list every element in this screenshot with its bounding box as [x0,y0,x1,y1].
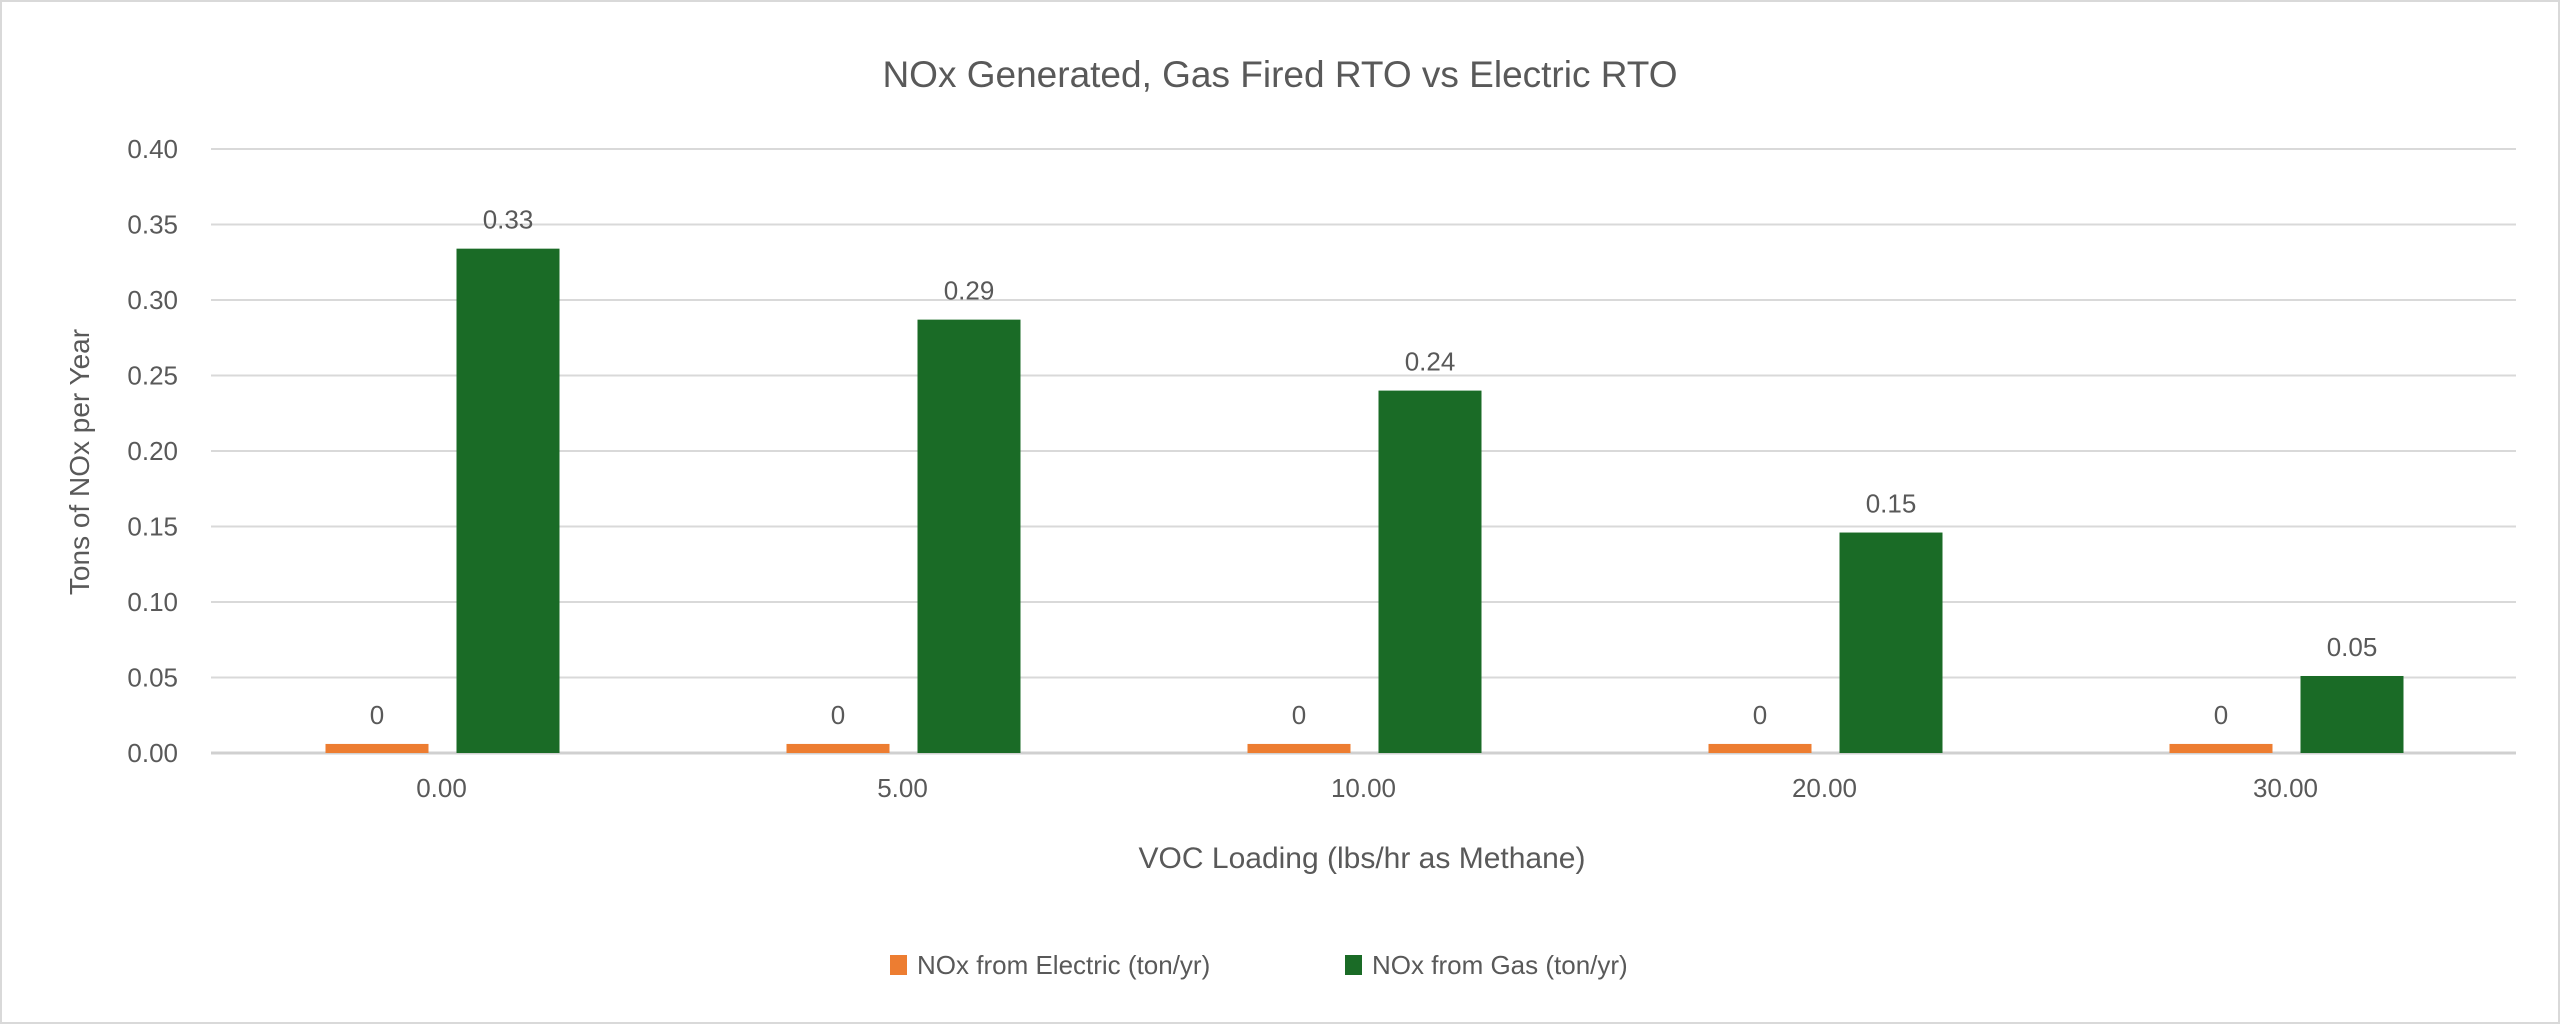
legend-swatch [890,955,907,975]
bar-electric [325,743,429,753]
data-label: 0.24 [1405,347,1456,377]
bar-electric [2169,743,2273,753]
y-tick-label: 0.25 [127,361,178,391]
bar-gas [917,319,1021,753]
legend-label: NOx from Electric (ton/yr) [917,950,1210,980]
y-axis-title: Tons of NOx per Year [64,329,95,595]
bar-electric [786,743,890,753]
bar-gas [2300,675,2404,753]
data-label: 0.33 [483,205,534,235]
bar-gas [1378,390,1482,753]
x-tick-label: 0.00 [416,773,467,803]
data-label: 0.05 [2327,632,2378,662]
bar-gas [1839,532,1943,753]
legend-swatch [1345,955,1362,975]
legend-label: NOx from Gas (ton/yr) [1372,950,1628,980]
bar-electric [1708,743,1812,753]
y-tick-label: 0.15 [127,512,178,542]
data-label: 0 [831,700,845,730]
x-tick-label: 5.00 [877,773,928,803]
y-tick-label: 0.05 [127,663,178,693]
x-axis-title: VOC Loading (lbs/hr as Methane) [1139,842,1586,875]
bar-gas [456,248,560,753]
data-label: 0 [370,700,384,730]
y-tick-label: 0.30 [127,285,178,315]
data-label: 0 [1292,700,1306,730]
y-tick-label: 0.40 [127,134,178,164]
y-tick-label: 0.35 [127,210,178,240]
data-label: 0 [1753,700,1767,730]
data-label: 0 [2214,700,2228,730]
x-tick-label: 10.00 [1331,773,1396,803]
data-label: 0.29 [944,276,995,306]
y-tick-label: 0.00 [127,738,178,768]
data-label: 0.15 [1866,489,1917,519]
x-tick-label: 20.00 [1792,773,1857,803]
x-tick-label: 30.00 [2253,773,2318,803]
bar-electric [1247,743,1351,753]
y-tick-label: 0.10 [127,587,178,617]
chart-title: NOx Generated, Gas Fired RTO vs Electric… [882,54,1677,95]
y-tick-label: 0.20 [127,436,178,466]
